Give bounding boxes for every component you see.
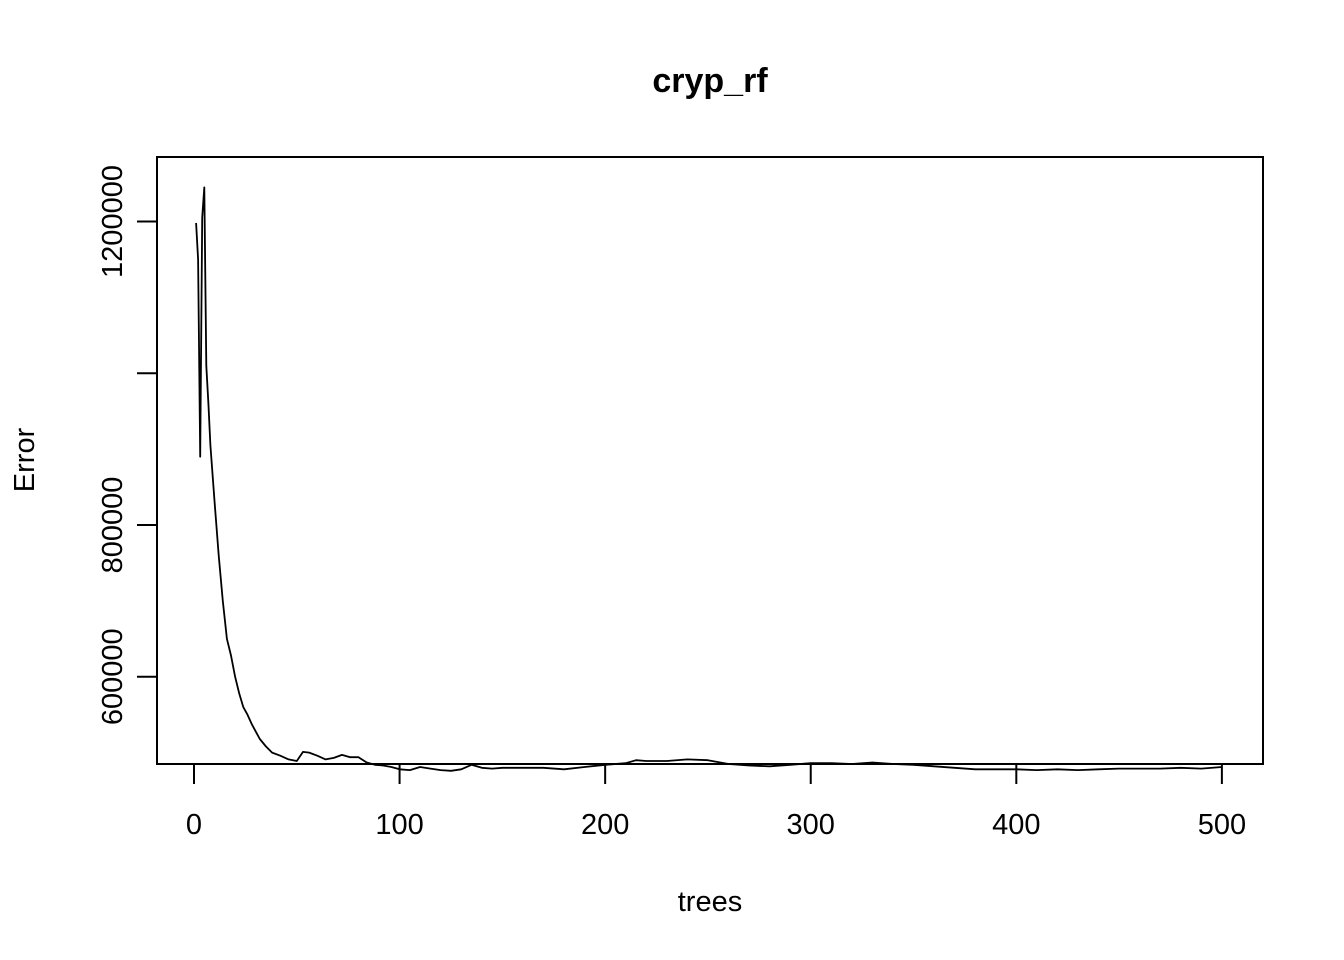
plot-frame <box>156 156 1264 765</box>
x-axis-label: trees <box>678 886 742 918</box>
x-tick-label: 200 <box>581 809 629 841</box>
series-line-error <box>195 186 1222 772</box>
x-tick-label: 400 <box>992 809 1040 841</box>
y-axis-label: Error <box>9 427 41 492</box>
y-axis: 600000 800000 1200000 <box>97 165 158 725</box>
chart-title: cryp_rf <box>652 62 768 100</box>
y-tick-label: 600000 <box>97 628 129 725</box>
x-tick-label: 0 <box>186 809 202 841</box>
x-tick-label: 500 <box>1198 809 1246 841</box>
x-tick-label: 300 <box>787 809 835 841</box>
x-axis: 0 100 200 300 400 500 <box>186 763 1246 841</box>
x-tick-label: 100 <box>375 809 423 841</box>
y-tick-label: 800000 <box>97 477 129 574</box>
y-tick-label: 1200000 <box>97 165 129 278</box>
